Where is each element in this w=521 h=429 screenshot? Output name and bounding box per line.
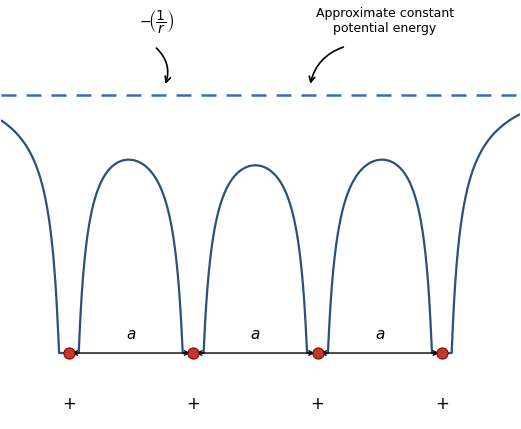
Text: Approximate constant
potential energy: Approximate constant potential energy: [316, 6, 454, 35]
Text: $-\!\left(\dfrac{1}{r}\right)$: $-\!\left(\dfrac{1}{r}\right)$: [139, 9, 175, 36]
Text: $a$: $a$: [375, 327, 385, 342]
Text: +: +: [435, 395, 449, 413]
Text: $a$: $a$: [126, 327, 136, 342]
Text: +: +: [186, 395, 200, 413]
Text: $a$: $a$: [250, 327, 260, 342]
Text: +: +: [62, 395, 76, 413]
Text: +: +: [311, 395, 325, 413]
